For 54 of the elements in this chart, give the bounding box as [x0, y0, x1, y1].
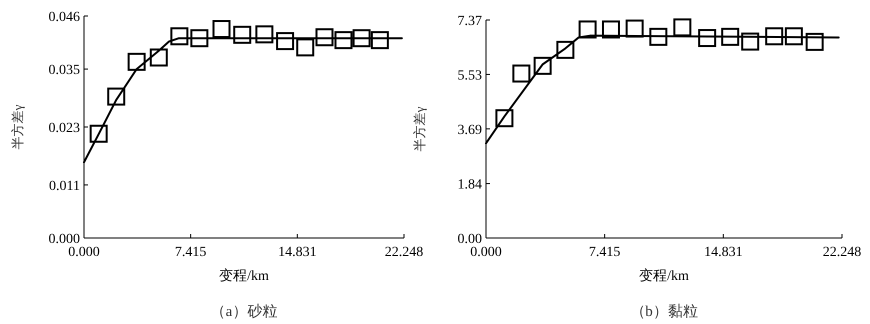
y-tick-label: 7.37 — [458, 14, 482, 29]
point — [512, 64, 530, 83]
point — [556, 40, 574, 59]
point — [315, 28, 334, 46]
x-axis-title: 变程/km — [639, 268, 689, 284]
point — [370, 31, 389, 50]
point — [578, 20, 597, 38]
point — [741, 32, 760, 51]
point — [107, 88, 126, 106]
point — [233, 26, 252, 44]
point — [212, 20, 231, 38]
y-tick-label: 0.046 — [48, 10, 80, 25]
x-tick-label: 7.415 — [588, 245, 620, 260]
point — [90, 124, 108, 143]
point — [806, 32, 824, 51]
y-tick-label: 5.53 — [458, 68, 482, 84]
y-tick-label: 3.69 — [458, 122, 482, 138]
point — [721, 28, 740, 46]
point — [296, 38, 314, 56]
y-tick-label: 0.011 — [49, 178, 80, 194]
x-tick-label: 0.000 — [470, 245, 502, 260]
point — [673, 18, 692, 36]
x-tick-label: 22.248 — [384, 245, 424, 260]
point — [170, 27, 188, 46]
y-tick-label: 0.00 — [458, 232, 482, 247]
point — [765, 27, 784, 46]
x-tick-label: 7.415 — [174, 245, 206, 260]
x-tick-label: 22.248 — [822, 245, 862, 260]
y-axis-title: 半方差γ — [10, 104, 25, 150]
y-tick-label: 0.023 — [48, 121, 80, 136]
point — [150, 48, 168, 67]
x-axis-title: 变程/km — [219, 268, 269, 284]
point — [649, 28, 668, 46]
y-tick-label: 0.035 — [48, 63, 80, 78]
y-tick-label: 0.000 — [48, 232, 80, 247]
x-tick-label: 14.831 — [704, 245, 743, 260]
point — [190, 29, 208, 48]
point — [128, 52, 146, 71]
point — [698, 29, 716, 48]
x-tick-label: 14.831 — [278, 245, 317, 260]
point — [352, 29, 371, 48]
y-tick-label: 1.84 — [458, 178, 482, 193]
point — [255, 25, 274, 44]
point — [626, 20, 644, 38]
point — [534, 56, 552, 75]
point — [334, 31, 352, 50]
text: （a）砂粒 — [210, 303, 278, 320]
point — [495, 109, 514, 128]
y-axis-title: 半方差γ — [412, 106, 427, 152]
point — [276, 32, 294, 50]
x-tick-label: 0.000 — [68, 245, 100, 260]
point — [784, 27, 803, 46]
point — [602, 20, 620, 38]
text: （b）黏粒 — [630, 303, 698, 320]
